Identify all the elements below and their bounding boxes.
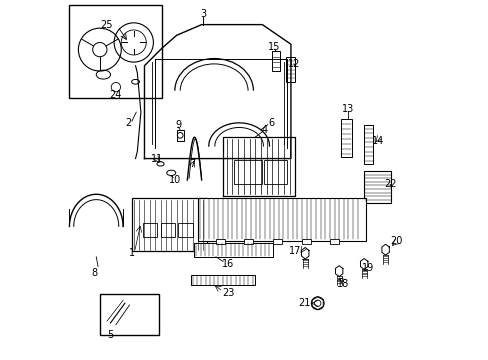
Text: 25: 25 (101, 19, 113, 30)
Bar (340, 119, 351, 157)
Text: 12: 12 (288, 59, 300, 69)
Bar (272, 51, 280, 71)
Bar (364, 171, 390, 203)
Text: 5: 5 (107, 330, 113, 341)
Bar (142, 223, 157, 237)
Text: 6: 6 (268, 118, 274, 128)
Bar (190, 275, 255, 285)
Text: 23: 23 (222, 288, 234, 297)
Bar (69, 5, 162, 98)
Bar (216, 239, 224, 244)
Text: 16: 16 (222, 259, 234, 269)
Bar (272, 239, 282, 244)
Text: 24: 24 (109, 90, 122, 100)
Bar (160, 223, 175, 237)
Text: 21: 21 (298, 298, 310, 308)
Text: 2: 2 (125, 118, 131, 128)
Bar (364, 125, 372, 164)
Text: 7: 7 (189, 159, 195, 169)
Bar (194, 243, 272, 257)
Text: 4: 4 (261, 125, 266, 135)
Text: 18: 18 (336, 279, 348, 289)
Text: 9: 9 (175, 120, 181, 130)
Bar (198, 198, 365, 241)
Bar (100, 294, 159, 336)
Text: 22: 22 (384, 179, 396, 189)
Bar (178, 223, 192, 237)
Text: 19: 19 (361, 262, 373, 273)
Bar (176, 130, 183, 141)
Text: 13: 13 (341, 104, 353, 113)
Text: 15: 15 (267, 42, 280, 52)
Text: 17: 17 (289, 247, 301, 256)
Text: 3: 3 (200, 9, 206, 19)
Text: 8: 8 (91, 268, 97, 278)
Bar (264, 160, 287, 184)
Bar (244, 239, 253, 244)
Bar (329, 239, 339, 244)
Text: 14: 14 (371, 136, 384, 146)
Text: 1: 1 (129, 248, 135, 258)
Bar (285, 57, 295, 82)
Text: 20: 20 (389, 236, 402, 246)
Bar (301, 239, 310, 244)
Bar (132, 198, 206, 251)
Text: 11: 11 (150, 154, 163, 163)
Text: 10: 10 (168, 175, 181, 185)
Bar (233, 160, 262, 184)
